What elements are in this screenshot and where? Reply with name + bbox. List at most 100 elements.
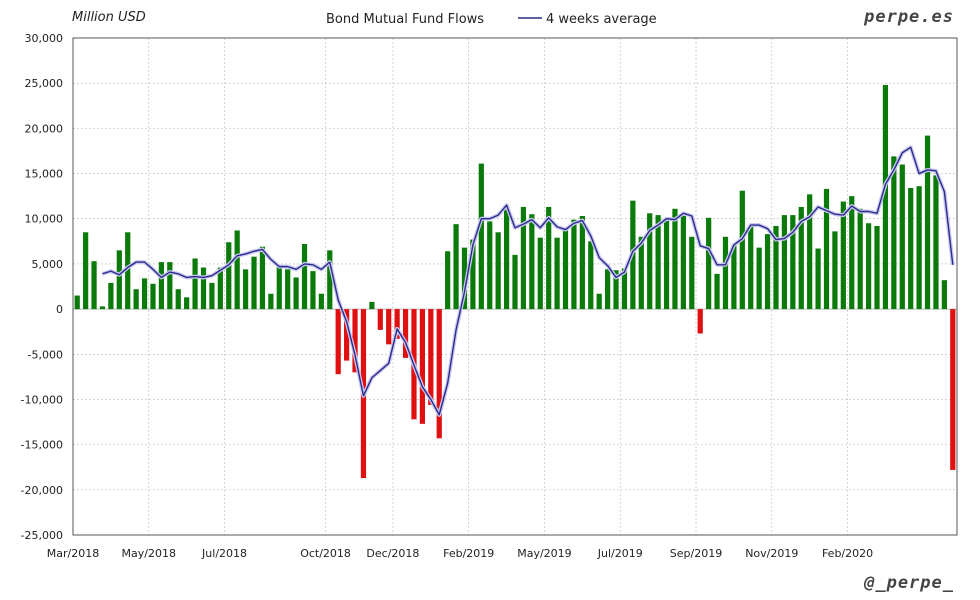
flow-bar [184,297,190,310]
y-tick-label: -10,000 [21,393,63,406]
x-tick-label: Feb/2020 [822,547,873,560]
flow-bar [739,190,745,310]
flow-bar [251,256,257,310]
flow-bar [200,267,207,310]
flow-bar [402,309,409,358]
flow-bar [344,309,350,361]
flow-bar [285,269,291,310]
flow-bar [874,225,880,310]
flow-bar [478,163,484,310]
flow-bar [512,254,518,310]
flow-bar [655,215,661,310]
flow-bar [150,283,156,310]
flow-bar [445,251,451,310]
flow-bar [487,221,493,310]
flow-bar [461,247,468,310]
flow-bar [352,309,358,373]
flow-bar [125,232,131,310]
flow-bar [369,301,375,310]
flow-bar [74,295,80,310]
flow-bar [672,208,678,310]
flow-bar [588,241,594,310]
flow-bar [899,164,905,310]
flow-bar [167,262,173,310]
y-tick-label: -20,000 [21,484,63,497]
flow-bar [823,188,830,310]
y-axis: 30,000 25,000 20,000 15,000 10,000 5,000 0 -5,0… [21,32,63,542]
flow-bar [680,214,686,310]
x-tick-label: Mar/2018 [47,547,99,560]
legend-entry-average: 4 weeks average [546,12,657,27]
flow-bar [596,293,602,310]
flow-bar [697,309,703,334]
flow-bar [840,201,846,310]
flow-bar [621,268,628,310]
x-tick-label: Feb/2019 [443,547,494,560]
average-line [102,146,954,416]
flow-bar [301,244,308,310]
flow-bar [605,269,611,310]
y-tick-label: 0 [56,303,63,316]
flow-bar [293,277,299,310]
author-handle: @_perpe_ [864,573,954,593]
x-tick-label: Sep/2019 [670,547,722,560]
x-tick-label: Jul/2019 [597,547,643,560]
flow-bar [950,309,956,470]
flow-bar [571,219,577,310]
flow-bar [613,270,619,310]
flow-bar [209,282,215,310]
y-tick-label: 15,000 [25,168,64,181]
flow-bar [470,239,476,310]
flow-bar [924,135,931,310]
flow-bar [436,309,442,439]
flow-bar [663,218,670,310]
flow-bar [773,225,779,310]
flow-bar [579,216,585,310]
flow-bar [714,273,720,310]
flow-bar [537,237,543,310]
x-tick-label: Nov/2019 [745,547,798,560]
flow-bar [394,309,400,339]
flow-bar [234,230,240,310]
x-tick-label: Oct/2018 [300,547,351,560]
bar-series [74,84,956,479]
flow-bar [722,236,729,310]
y-tick-label: 25,000 [25,77,64,90]
flow-bar [941,280,947,310]
y-tick-label: 5,000 [32,258,64,271]
flow-bar [318,293,324,310]
flow-bar [562,229,569,310]
flow-bar [158,262,165,310]
flow-bar [192,258,198,310]
flow-bar [748,225,754,310]
flow-bar [83,232,89,310]
average-line-series [101,145,955,417]
y-tick-label: -15,000 [21,439,63,452]
flow-bar [335,309,341,375]
x-tick-label: May/2019 [517,547,571,560]
flow-bar [259,246,266,310]
y-tick-label: -25,000 [21,529,63,542]
flow-bar [790,215,796,310]
flow-bar [175,289,181,310]
flow-bar [933,175,939,310]
chart-title: Bond Mutual Fund Flows [326,12,484,27]
flow-bar [116,250,122,310]
flow-bar [882,84,889,310]
flow-bar [554,237,560,310]
flow-bar [310,271,316,310]
flow-bar [133,289,139,310]
flow-bar [386,309,392,345]
brand-watermark: perpe.es [864,7,954,27]
flow-bar [916,186,922,310]
flow-bar [807,194,813,310]
y-tick-label: -5,000 [28,348,63,361]
flow-bar [798,206,804,310]
flow-bar [832,231,838,310]
flow-bar [377,309,383,330]
flow-bar [857,208,863,310]
flow-bar [520,206,527,310]
flow-bar [638,236,644,310]
